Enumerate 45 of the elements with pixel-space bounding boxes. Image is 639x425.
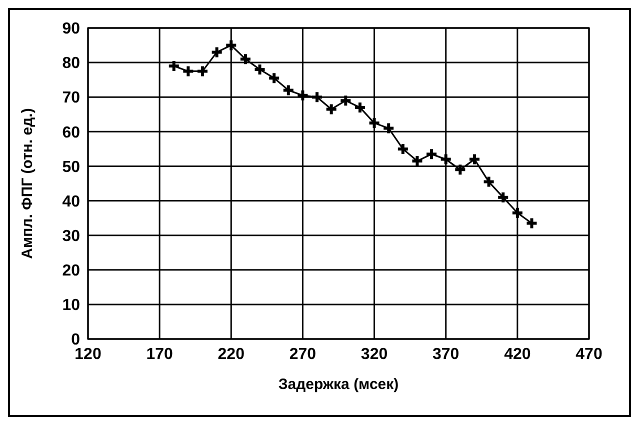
y-tick-label: 70 — [62, 90, 80, 107]
y-tick-label: 80 — [62, 55, 80, 72]
point — [196, 64, 210, 78]
x-tick-label: 120 — [74, 346, 102, 363]
point — [425, 148, 438, 161]
point — [368, 116, 381, 130]
x-tick-label: 270 — [289, 346, 316, 363]
point — [224, 38, 238, 52]
y-tick-label: 30 — [62, 228, 80, 245]
point — [482, 175, 496, 188]
x-tick-label: 420 — [504, 346, 531, 363]
point — [454, 163, 467, 176]
y-tick-label: 10 — [62, 297, 80, 314]
y-tick-label: 50 — [62, 158, 80, 176]
point — [510, 206, 524, 220]
y-tick-label: 0 — [71, 332, 80, 349]
point — [382, 122, 396, 135]
point — [282, 84, 295, 97]
y-tick-label: 60 — [62, 124, 80, 142]
point — [468, 152, 481, 166]
point — [253, 62, 266, 76]
point — [268, 72, 281, 85]
point — [439, 152, 452, 166]
point — [238, 52, 252, 66]
point — [353, 100, 366, 114]
point — [310, 90, 324, 104]
point — [324, 102, 338, 116]
point — [182, 64, 195, 78]
point — [396, 142, 410, 156]
y-tick-label: 20 — [62, 262, 80, 280]
point — [496, 190, 510, 204]
point — [525, 216, 538, 230]
x-axis-title: Задержка (мсек) — [278, 376, 399, 393]
x-tick-label: 470 — [576, 346, 602, 363]
y-tick-label: 40 — [62, 193, 80, 210]
x-tick-label: 220 — [218, 346, 245, 363]
x-tick-label: 320 — [360, 346, 388, 363]
y-tick-label: 90 — [62, 20, 80, 38]
point — [167, 60, 180, 73]
point — [210, 46, 224, 59]
point — [296, 88, 310, 102]
x-tick-label: 170 — [146, 346, 174, 363]
y-axis-title: Ампл. ФПГ (отн. ед.) — [19, 108, 36, 259]
point — [339, 94, 352, 108]
x-tick-label: 370 — [432, 346, 460, 363]
